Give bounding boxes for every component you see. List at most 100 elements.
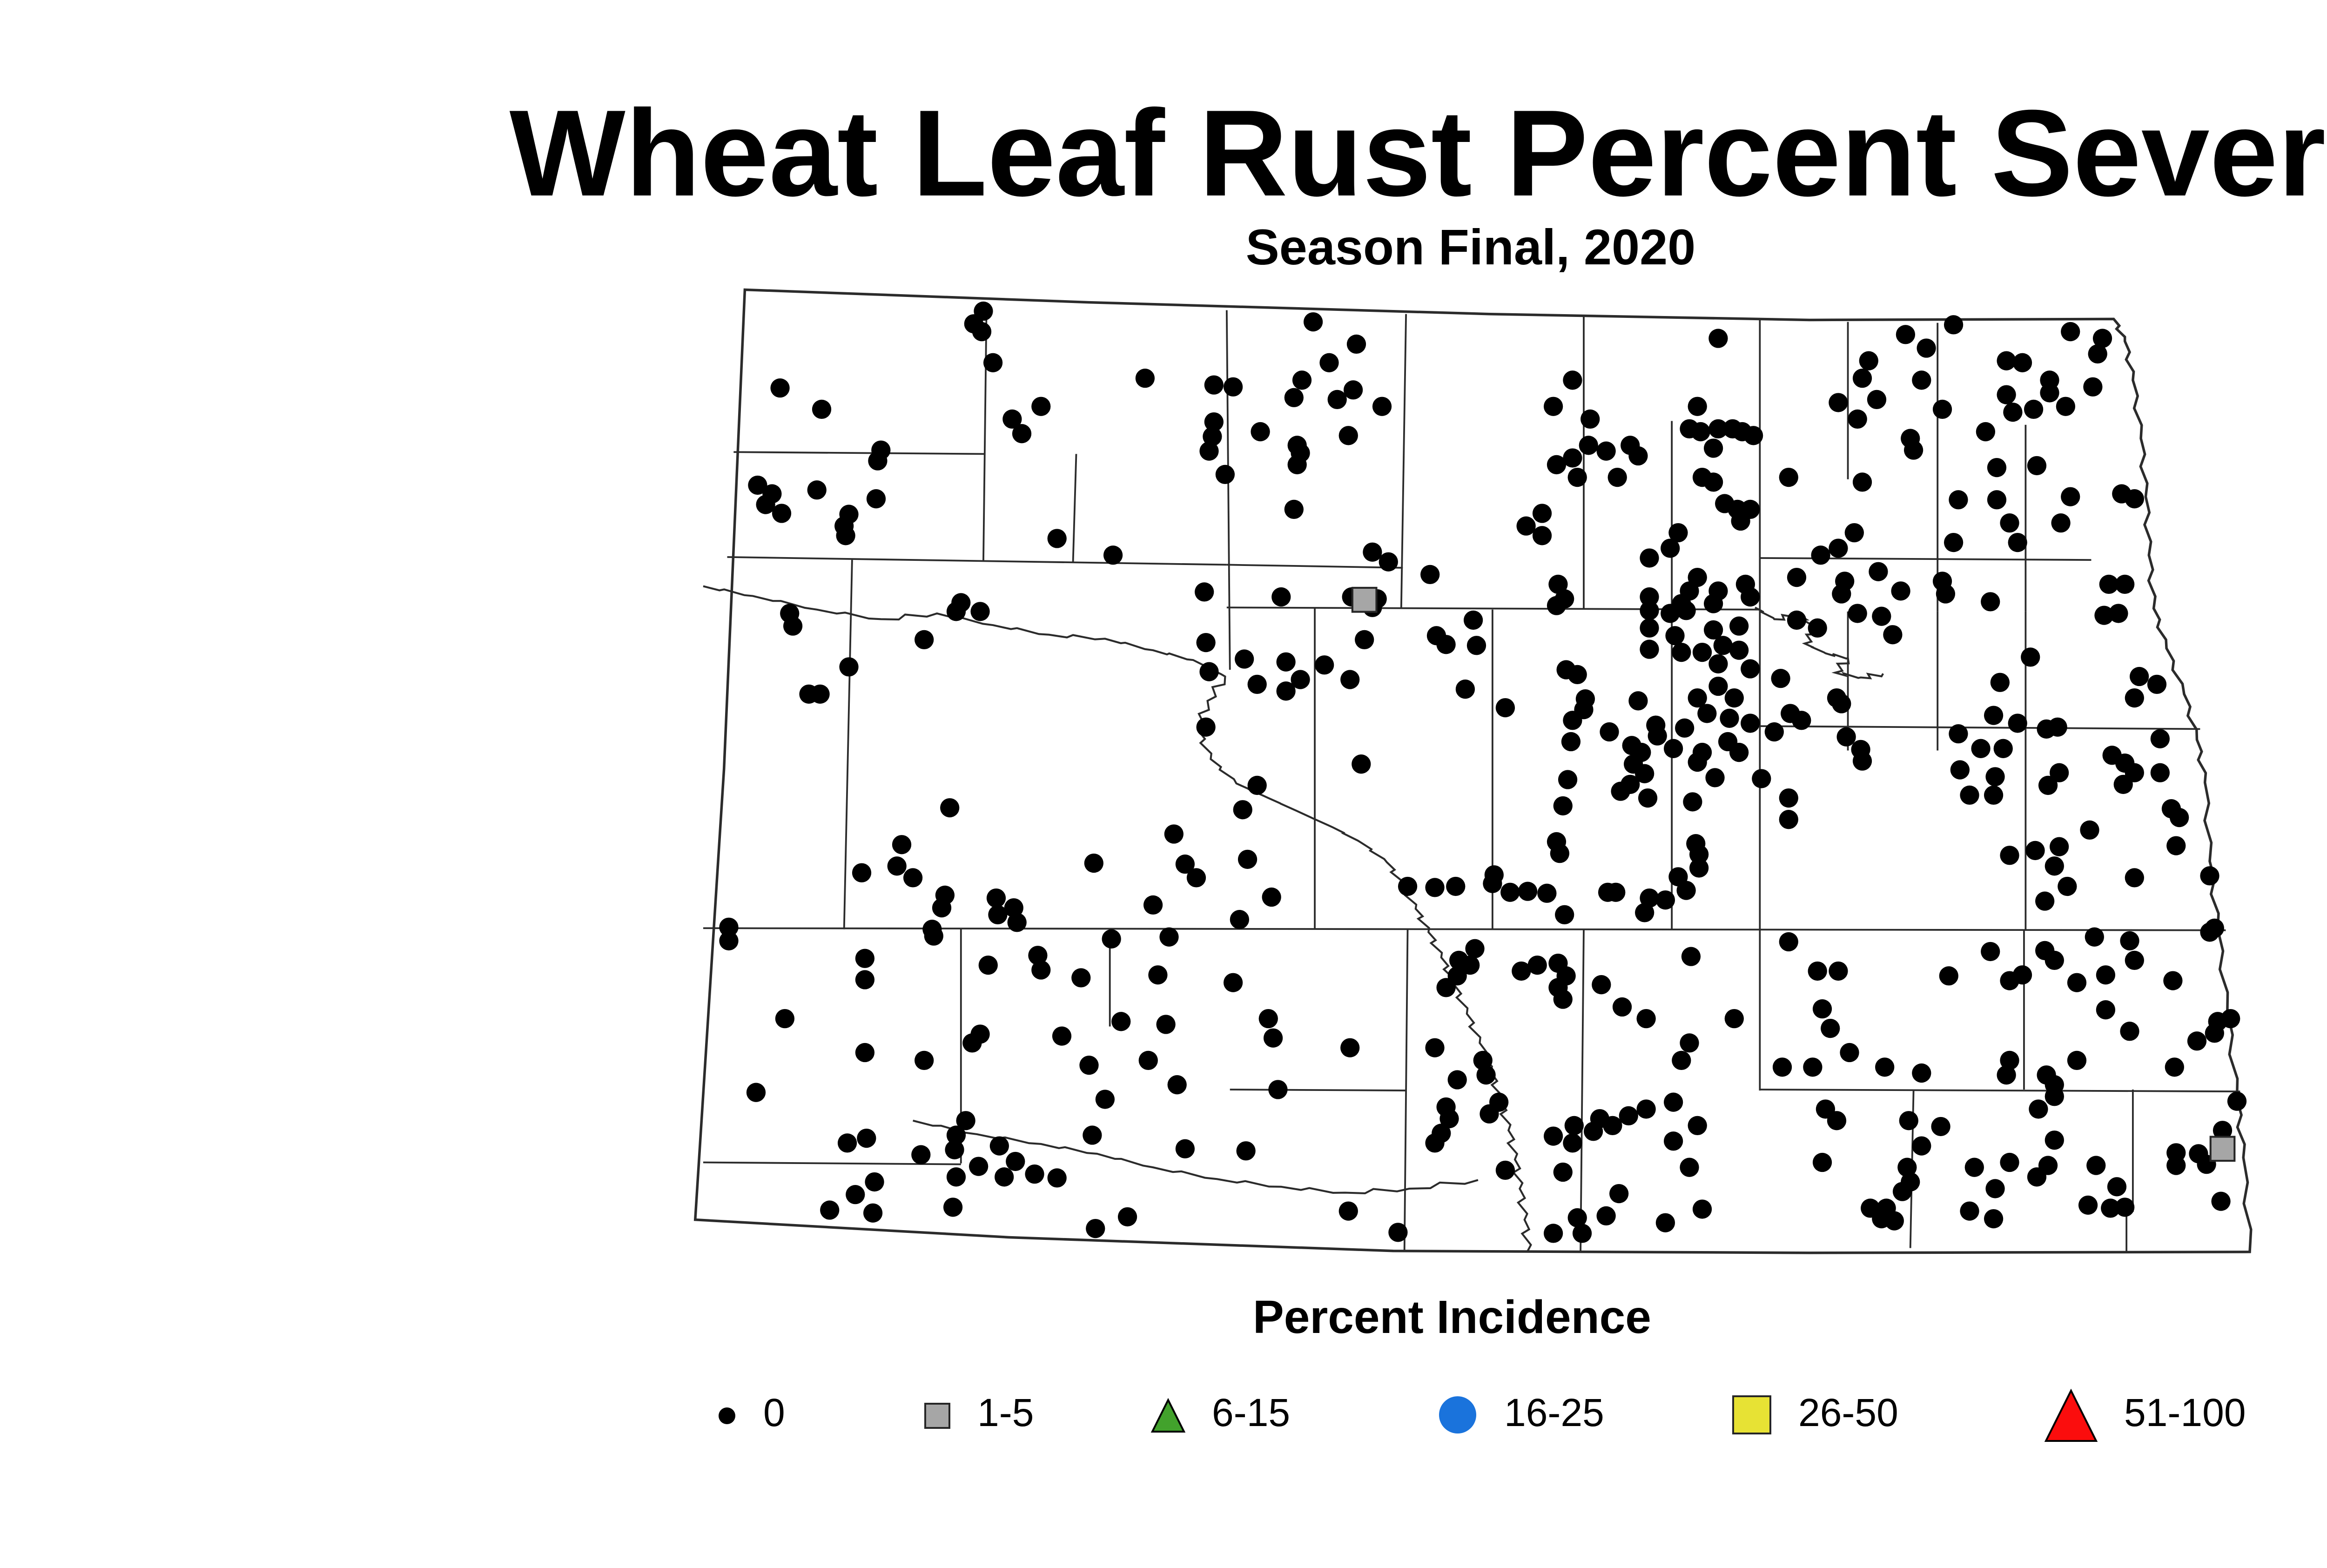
survey-point-0 xyxy=(1852,751,1872,771)
survey-point-0 xyxy=(839,657,859,677)
survey-point-0 xyxy=(983,353,1003,372)
survey-point-0 xyxy=(1102,929,1121,949)
dot-shape xyxy=(719,1406,735,1423)
survey-point-0 xyxy=(1340,670,1360,689)
survey-point-0 xyxy=(924,926,943,946)
survey-point-0 xyxy=(1164,824,1184,844)
survey-point-0 xyxy=(1840,1043,1859,1063)
survey-point-0 xyxy=(1379,552,1398,572)
survey-point-0 xyxy=(1547,596,1567,615)
survey-point-0 xyxy=(1640,618,1659,638)
survey-point-0 xyxy=(1592,975,1611,995)
survey-point-0 xyxy=(1004,898,1023,918)
dot-icon xyxy=(719,1406,735,1423)
survey-point-0 xyxy=(1363,542,1382,562)
survey-point-0 xyxy=(946,1125,966,1145)
survey-point-0 xyxy=(1596,441,1616,461)
survey-point-0 xyxy=(1950,760,1970,780)
survey-point-0 xyxy=(943,1198,963,1217)
legend-item-1-5: 1-5 xyxy=(923,1374,1034,1456)
survey-point-0 xyxy=(1420,565,1440,585)
survey-point-0 xyxy=(1829,393,1848,412)
survey-point-0 xyxy=(1636,1099,1656,1119)
survey-point-0 xyxy=(1025,1164,1044,1184)
survey-point-0 xyxy=(770,378,790,398)
survey-point-0 xyxy=(1425,878,1445,897)
survey-point-0 xyxy=(2125,688,2144,708)
survey-point-0 xyxy=(1949,490,1968,510)
survey-point-0 xyxy=(989,1136,1009,1156)
survey-point-0 xyxy=(1688,397,1707,416)
survey-point-0 xyxy=(2027,456,2047,476)
river-line xyxy=(703,585,1532,1252)
survey-point-0 xyxy=(1343,380,1363,400)
square-shape xyxy=(1732,1395,1771,1434)
survey-point-0 xyxy=(783,616,803,636)
survey-point-0 xyxy=(1993,739,2013,758)
survey-point-0 xyxy=(1832,584,1851,604)
survey-point-0 xyxy=(1175,1139,1195,1158)
survey-point-0 xyxy=(1892,1182,1912,1201)
survey-point-0 xyxy=(1729,742,1749,762)
survey-point-0 xyxy=(1811,545,1830,565)
survey-point-0 xyxy=(2125,489,2144,509)
survey-point-0 xyxy=(1086,1218,1105,1238)
survey-point-0 xyxy=(1276,652,1296,672)
survey-point-0 xyxy=(1635,903,1654,922)
survey-point-0 xyxy=(2012,353,2032,372)
survey-point-0 xyxy=(1663,1131,1683,1151)
county-border xyxy=(1226,564,1403,569)
legend-item-26-50: 26-50 xyxy=(1731,1374,1898,1456)
survey-point-0 xyxy=(1352,754,1371,774)
survey-point-1-5 xyxy=(1351,586,1378,613)
county-border xyxy=(703,927,2226,931)
survey-point-0 xyxy=(2086,1156,2106,1175)
survey-point-0 xyxy=(969,1157,989,1176)
survey-point-0 xyxy=(1619,1106,1638,1126)
survey-point-0 xyxy=(1655,890,1675,910)
survey-point-0 xyxy=(2000,1050,2019,1070)
survey-point-0 xyxy=(1532,504,1552,523)
survey-point-0 xyxy=(2113,774,2133,794)
survey-point-0 xyxy=(1867,390,1887,410)
survey-point-0 xyxy=(1949,724,1968,744)
survey-point-0 xyxy=(1636,1009,1656,1029)
survey-point-0 xyxy=(1960,1201,1979,1221)
survey-point-0 xyxy=(1971,739,1991,758)
survey-point-0 xyxy=(2008,713,2027,733)
survey-point-0 xyxy=(1708,419,1728,439)
survey-point-0 xyxy=(995,1167,1014,1187)
survey-point-0 xyxy=(868,451,888,471)
legend-symbol xyxy=(1731,1394,1772,1435)
survey-point-0 xyxy=(1230,910,1249,929)
county-border xyxy=(982,302,988,561)
survey-point-0 xyxy=(2109,604,2128,623)
survey-point-0 xyxy=(1812,999,1832,1019)
survey-point-0 xyxy=(820,1200,840,1220)
survey-point-0 xyxy=(1500,882,1520,902)
county-border xyxy=(843,560,853,929)
survey-point-0 xyxy=(2165,1057,2184,1077)
survey-point-0 xyxy=(1703,620,1723,640)
survey-point-0 xyxy=(1186,868,1206,888)
survey-point-0 xyxy=(1663,739,1683,758)
survey-point-0 xyxy=(837,1133,857,1153)
circle-icon xyxy=(1439,1396,1476,1433)
triangle-shape xyxy=(1150,1397,1186,1432)
survey-point-0 xyxy=(1083,1125,1102,1145)
survey-point-0 xyxy=(1563,448,1582,468)
survey-point-0 xyxy=(1031,960,1051,980)
survey-point-0 xyxy=(1609,1184,1629,1204)
survey-point-0 xyxy=(1944,532,1964,552)
survey-point-0 xyxy=(2048,717,2067,737)
survey-point-0 xyxy=(970,602,990,621)
survey-point-0 xyxy=(1672,642,1691,662)
survey-point-0 xyxy=(2088,344,2107,364)
survey-point-0 xyxy=(1640,639,1659,659)
county-border xyxy=(2125,1090,2134,1253)
river-line xyxy=(1755,606,1884,680)
survey-point-0 xyxy=(1655,1213,1675,1232)
survey-point-0 xyxy=(2000,513,2019,533)
survey-point-0 xyxy=(1944,315,1964,335)
survey-point-0 xyxy=(1939,966,1958,986)
